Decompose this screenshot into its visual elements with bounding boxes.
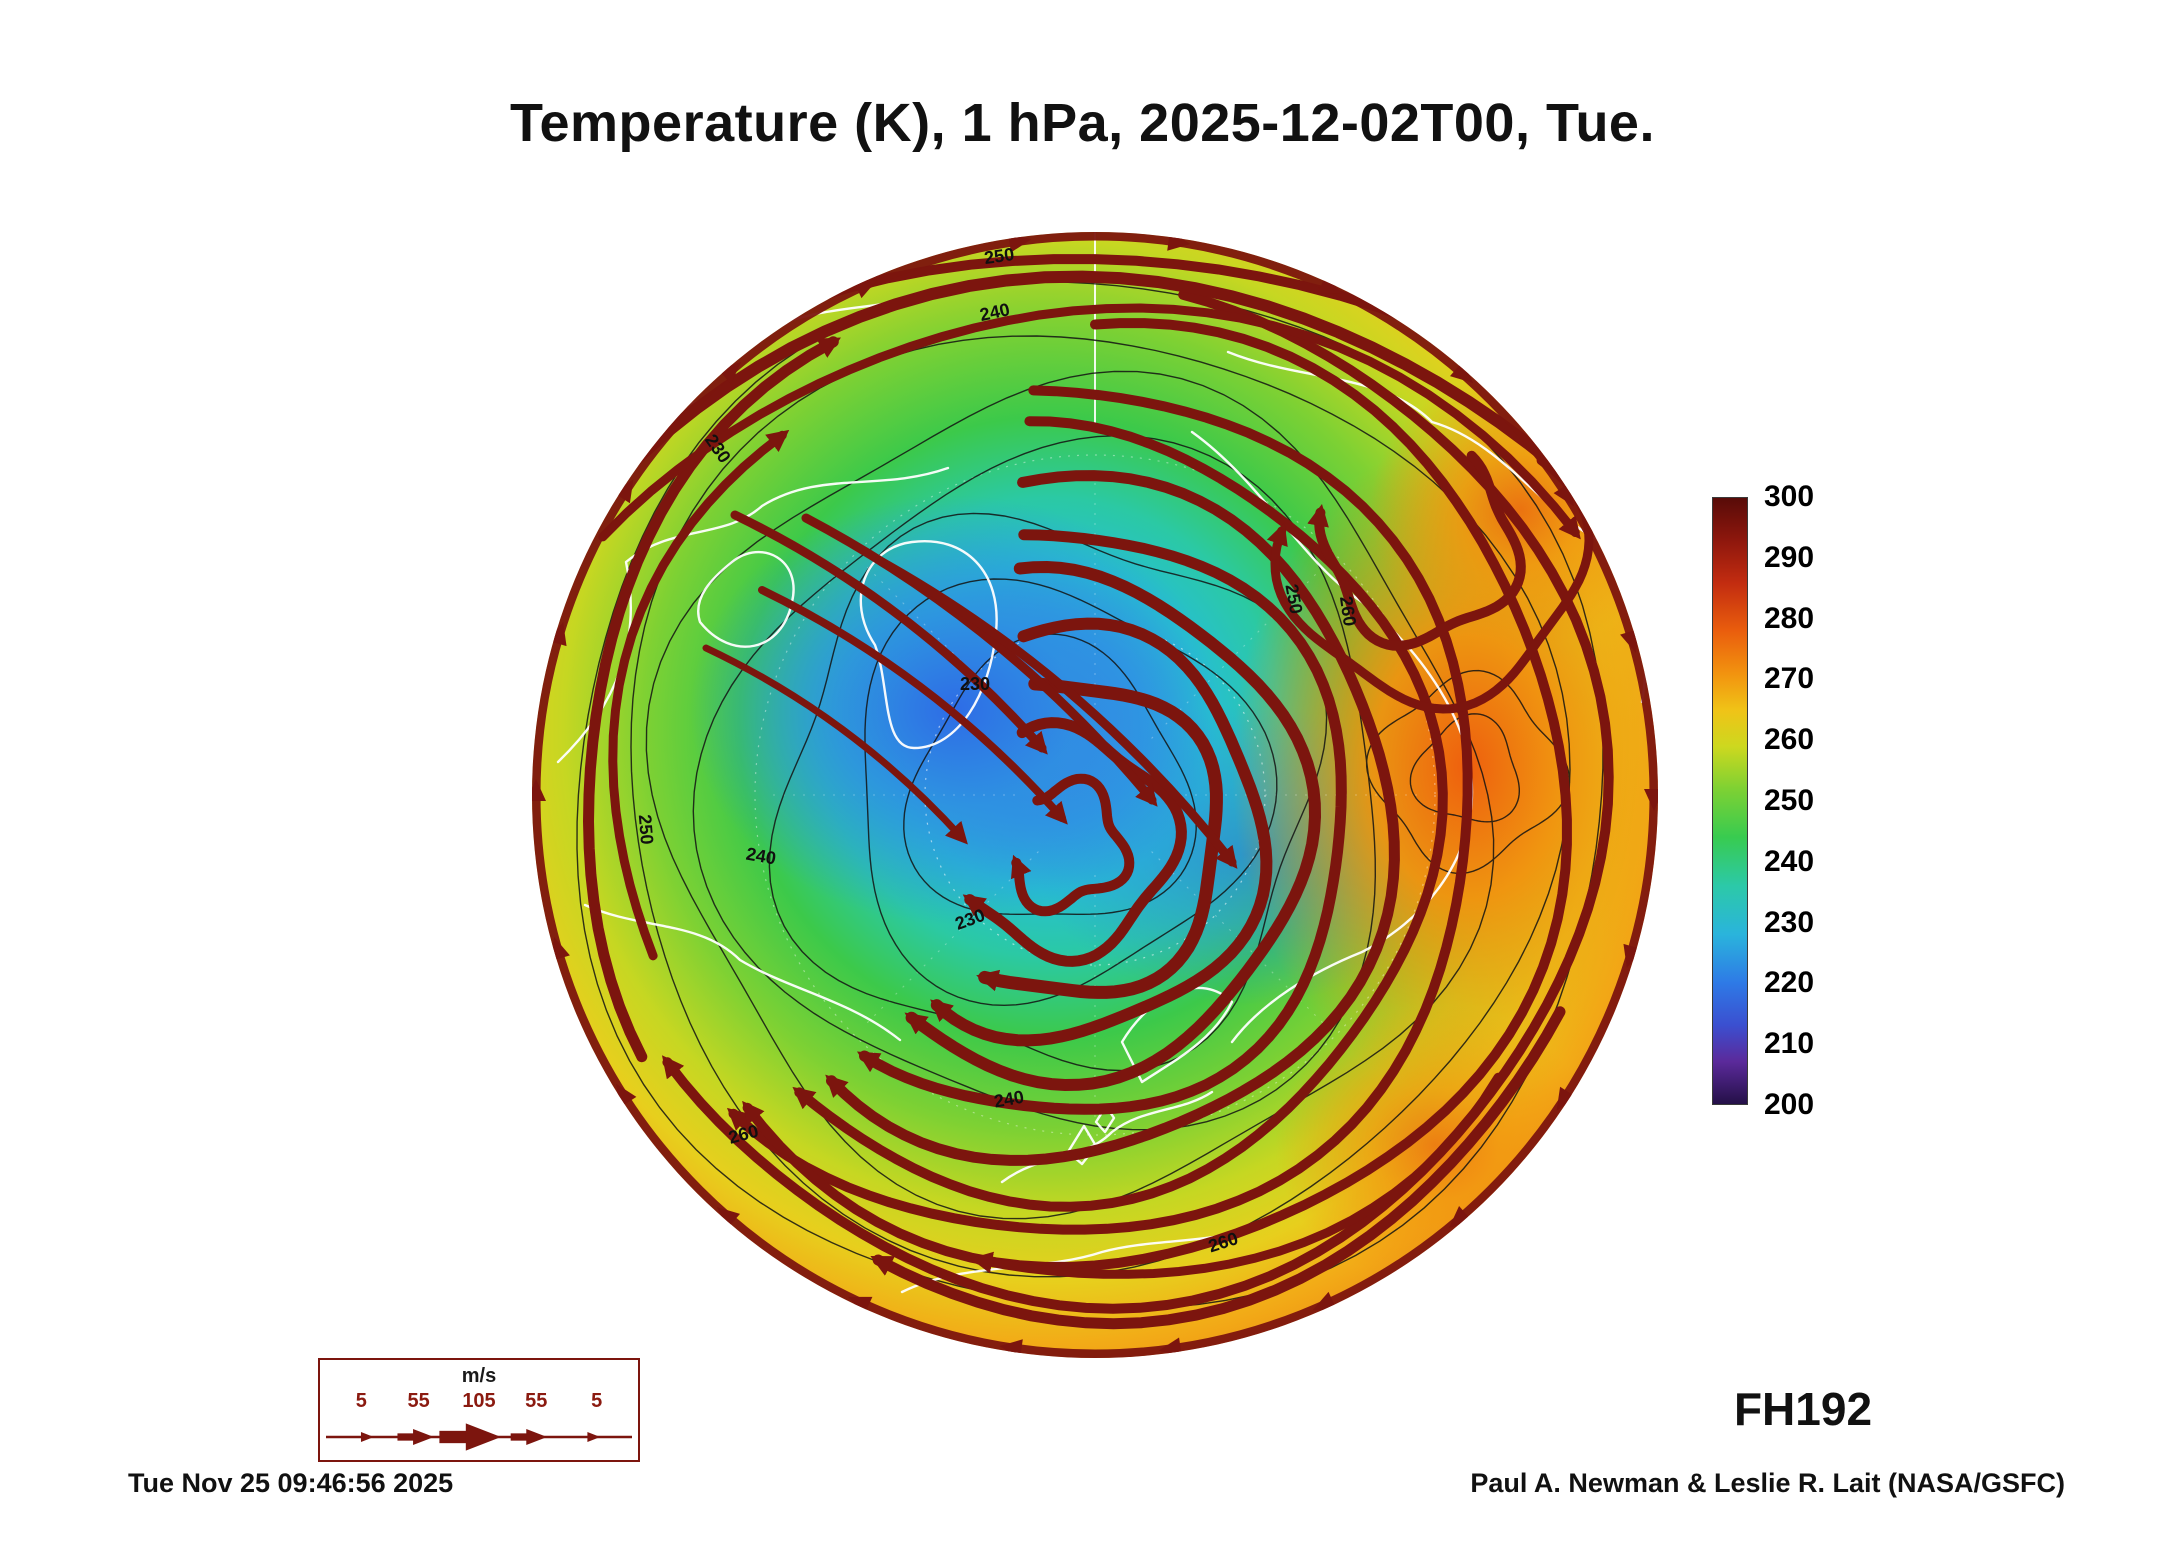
- wind-speed-value: 5: [591, 1390, 603, 1412]
- wind-speed-value: 55: [525, 1390, 548, 1412]
- colorbar-tick-label: 270: [1764, 662, 1815, 696]
- colorbar-tick-label: 240: [1764, 844, 1815, 878]
- colorbar-tick-label: 280: [1764, 601, 1815, 635]
- chart-title: Temperature (K), 1 hPa, 2025-12-02T00, T…: [510, 93, 1655, 153]
- colorbar: 300 290 280 270 260 250 240 230 220 210 200: [1712, 480, 1862, 1121]
- contour-label: 230: [960, 674, 990, 694]
- globe-group: [532, 232, 1658, 1358]
- colorbar-gradient: [1712, 497, 1748, 1105]
- contour-label: 260: [1336, 595, 1360, 628]
- colorbar-tick-labels: 300 290 280 270 260 250 240 230 220 210 200: [1764, 480, 1860, 1121]
- wind-legend-units: m/s: [461, 1365, 497, 1387]
- contour-label: 250: [983, 244, 1016, 268]
- colorbar-tick-label: 220: [1764, 966, 1815, 1000]
- wind-arrow-scale: [326, 1423, 632, 1451]
- wind-speed-value: 55: [407, 1390, 430, 1412]
- forecast-hour-label: FH192: [1733, 1383, 1873, 1435]
- wind-speed-legend: m/s 5 55 105 55 5: [318, 1358, 640, 1462]
- creation-timestamp: Tue Nov 25 09:46:56 2025: [128, 1468, 454, 1498]
- colorbar-tick-label: 210: [1764, 1027, 1815, 1061]
- colorbar-tick-label: 200: [1764, 1088, 1815, 1121]
- contour-label: 250: [635, 814, 658, 846]
- colorbar-tick-label: 300: [1764, 480, 1815, 513]
- colorbar-tick-label: 290: [1764, 540, 1815, 574]
- credit-text: Paul A. Newman & Leslie R. Lait (NASA/GS…: [1470, 1468, 2065, 1498]
- colorbar-tick-label: 250: [1764, 784, 1815, 817]
- colorbar-tick-label: 260: [1764, 723, 1815, 757]
- wind-streamlines: [532, 232, 1658, 1358]
- colorbar-tick-label: 230: [1764, 905, 1815, 939]
- wind-speed-value: 5: [355, 1390, 367, 1412]
- wind-legend-speeds: 5 55 105 55 5: [320, 1390, 638, 1414]
- wind-speed-value: 105: [462, 1390, 496, 1412]
